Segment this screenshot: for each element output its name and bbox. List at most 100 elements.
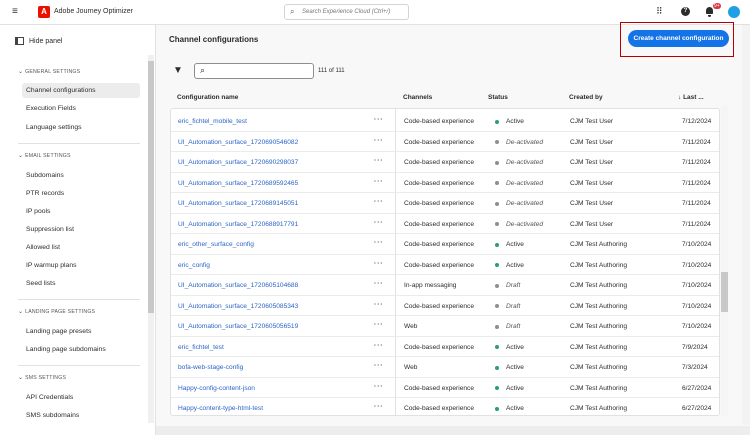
configuration-name-link[interactable]: eric_other_surface_config	[178, 241, 254, 248]
status-cell: Draft	[506, 302, 521, 310]
sidebar-item-subdomains[interactable]: Subdomains	[26, 172, 64, 179]
table-row[interactable]: eric_other_surface_config ··· Code-based…	[171, 234, 719, 255]
table-row[interactable]: eric_config ··· Code-based experience Ac…	[171, 255, 719, 275]
channel-cell: Web	[404, 364, 418, 371]
table-row[interactable]: UI_Automation_surface_1720605056519 ··· …	[171, 316, 719, 337]
sidebar-item-allowed-list[interactable]: Allowed list	[26, 244, 60, 251]
table-row[interactable]: eric_fichtel_mobile_test ··· Code-based …	[171, 111, 719, 132]
more-actions-icon[interactable]: ···	[374, 218, 384, 226]
section-landing-page-settings[interactable]: LANDING PAGE SETTINGS	[18, 308, 95, 315]
configuration-name-link[interactable]: eric_fichtel_mobile_test	[178, 118, 247, 125]
more-actions-icon[interactable]: ···	[374, 116, 384, 123]
status-cell: De-activated	[506, 159, 544, 166]
search-field[interactable]: ⌕	[194, 63, 314, 79]
column-header-status[interactable]: Status	[488, 94, 508, 101]
sidebar-item-ip-pools[interactable]: IP pools	[26, 208, 51, 215]
status-cell: Active	[506, 343, 524, 351]
section-email-settings[interactable]: EMAIL SETTINGS	[18, 152, 71, 159]
section-sms-settings[interactable]: SMS SETTINGS	[18, 374, 66, 381]
configuration-name-link[interactable]: eric_fichtel_test	[178, 343, 224, 351]
divider	[18, 299, 140, 300]
column-header-last-modified[interactable]: ↓ Last ...	[678, 94, 704, 101]
table-row[interactable]: UI_Automation_surface_1720688917791 ··· …	[171, 214, 719, 234]
filter-icon[interactable]: ▼	[173, 65, 183, 76]
status-cell: Draft	[506, 323, 521, 330]
sidebar-scrollbar[interactable]	[148, 55, 154, 423]
sidebar-item-language-settings[interactable]: Language settings	[26, 124, 82, 131]
configuration-name-link[interactable]: UI_Automation_surface_1720689592465	[178, 179, 299, 187]
column-header-name[interactable]: Configuration name	[177, 94, 239, 101]
more-actions-icon[interactable]: ···	[374, 362, 384, 369]
table-row[interactable]: UI_Automation_surface_1720689592465 ··· …	[171, 173, 719, 193]
more-actions-icon[interactable]: ···	[374, 136, 384, 144]
sidebar-item-sms-subdomains[interactable]: SMS subdomains	[26, 412, 80, 419]
configuration-name-link[interactable]: Happy-content-type-html-test	[178, 405, 264, 412]
table-row[interactable]: UI_Automation_surface_1720689145051 ··· …	[171, 193, 719, 214]
table-row[interactable]: UI_Automation_surface_1720690298037 ··· …	[171, 152, 719, 173]
more-actions-icon[interactable]: ···	[374, 157, 384, 164]
table-row[interactable]: Happy-config-content-json ··· Code-based…	[171, 378, 719, 398]
apps-grid-icon[interactable]: ⠿	[656, 6, 663, 16]
sidebar-item-suppression-list[interactable]: Suppression list	[26, 226, 74, 233]
configuration-name-link[interactable]: Happy-config-content-json	[178, 384, 255, 392]
table-row[interactable]: eric_fichtel_test ··· Code-based experie…	[171, 337, 719, 357]
table-row[interactable]: UI_Automation_surface_1720690546082 ··· …	[171, 132, 719, 152]
section-general-settings[interactable]: GENERAL SETTINGS	[18, 68, 80, 75]
more-actions-icon[interactable]: ···	[374, 321, 384, 328]
configuration-name-link[interactable]: UI_Automation_surface_1720605104688	[178, 282, 299, 289]
table-row[interactable]: UI_Automation_surface_1720605104688 ··· …	[171, 275, 719, 296]
sidebar-item-execution-fields[interactable]: Execution Fields	[26, 105, 76, 112]
configuration-name-link[interactable]: UI_Automation_surface_1720689145051	[178, 200, 299, 207]
sidebar-item-api-credentials[interactable]: API Credentials	[26, 394, 74, 401]
more-actions-icon[interactable]: ···	[374, 177, 384, 185]
page-scrollbar[interactable]	[742, 25, 750, 425]
status-cell: Active	[506, 261, 524, 269]
more-actions-icon[interactable]: ···	[374, 382, 384, 390]
configuration-name-link[interactable]: bofa-web-stage-config	[178, 364, 244, 371]
table-row[interactable]: UI_Automation_surface_1720605085343 ··· …	[171, 296, 719, 316]
bell-icon[interactable]	[705, 7, 714, 17]
more-actions-icon[interactable]: ···	[374, 239, 384, 246]
sidebar-item-ip-warmup-plans[interactable]: IP warmup plans	[26, 262, 77, 269]
sidebar-item-ptr-records[interactable]: PTR records	[26, 190, 65, 197]
notification-badge: 9+	[713, 3, 721, 9]
created-by-cell: CJM Test Authoring	[570, 323, 628, 330]
configuration-name-link[interactable]: UI_Automation_surface_1720605085343	[178, 302, 299, 310]
more-actions-icon[interactable]: ···	[374, 259, 384, 267]
configuration-name-link[interactable]: UI_Automation_surface_1720690298037	[178, 159, 299, 166]
more-actions-icon[interactable]: ···	[374, 403, 384, 410]
more-actions-icon[interactable]: ···	[374, 341, 384, 349]
sidebar-item-landing-page-presets[interactable]: Landing page presets	[26, 328, 92, 335]
help-icon[interactable]: ?	[681, 7, 690, 16]
more-actions-icon[interactable]: ···	[374, 300, 384, 308]
hide-panel-button[interactable]: Hide panel	[29, 38, 63, 45]
status-dot-icon	[495, 406, 499, 411]
more-actions-icon[interactable]: ···	[374, 198, 384, 205]
search-input[interactable]: ⌕ Search Experience Cloud (Ctrl+/)	[284, 4, 409, 20]
column-header-channels[interactable]: Channels	[403, 94, 433, 101]
configuration-name-link[interactable]: UI_Automation_surface_1720690546082	[178, 138, 299, 146]
create-channel-configuration-button[interactable]: Create channel configuration	[628, 30, 729, 47]
table-scrollbar[interactable]	[721, 106, 728, 416]
status-dot-icon	[495, 140, 499, 144]
created-by-cell: CJM Test Authoring	[570, 405, 628, 412]
channel-cell: Code-based experience	[404, 200, 475, 207]
sidebar-item-seed-lists[interactable]: Seed lists	[26, 280, 56, 287]
configuration-name-link[interactable]: UI_Automation_surface_1720688917791	[178, 220, 299, 228]
panel-icon	[15, 37, 24, 45]
result-count: 111 of 111	[318, 68, 345, 74]
channel-cell: Code-based experience	[404, 179, 475, 187]
divider	[18, 143, 140, 144]
horizontal-scrollbar[interactable]	[156, 426, 750, 435]
table-row[interactable]: bofa-web-stage-config ··· Web Active CJM…	[171, 357, 719, 378]
column-header-created-by[interactable]: Created by	[569, 94, 603, 101]
avatar[interactable]	[728, 6, 740, 18]
more-actions-icon[interactable]: ···	[374, 280, 384, 287]
configuration-name-link[interactable]: eric_config	[178, 261, 210, 269]
table-row[interactable]: Happy-content-type-html-test ··· Code-ba…	[171, 398, 719, 415]
sidebar-item-channel-configurations[interactable]: Channel configurations	[26, 87, 96, 94]
sidebar-item-landing-page-subdomains[interactable]: Landing page subdomains	[26, 346, 106, 353]
status-cell: Active	[506, 405, 524, 412]
configuration-name-link[interactable]: UI_Automation_surface_1720605056519	[178, 323, 299, 330]
menu-icon[interactable]: ≡	[12, 6, 18, 17]
